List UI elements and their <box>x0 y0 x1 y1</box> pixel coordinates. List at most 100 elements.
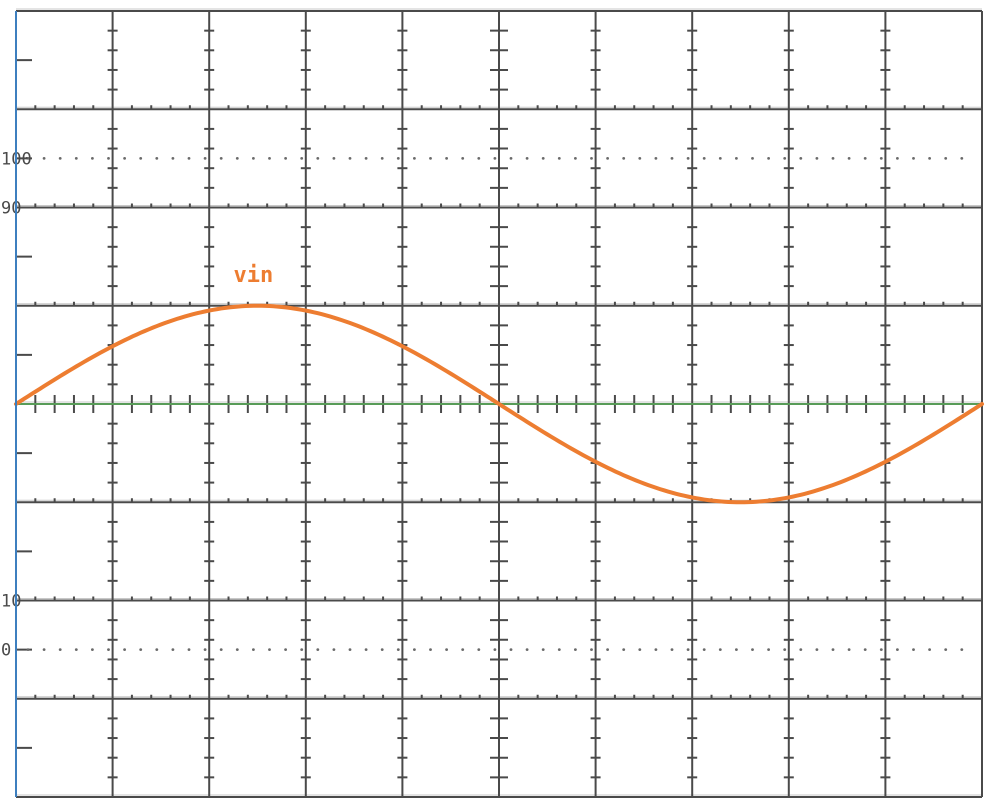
ref-dot-0 <box>155 156 159 160</box>
ref-dot-3 <box>364 648 368 652</box>
ref-dot-0 <box>91 156 94 160</box>
ref-dot-0 <box>751 156 754 160</box>
ref-dot-0 <box>622 156 626 160</box>
ref-dot-0 <box>606 156 609 160</box>
ref-dot-0 <box>42 156 46 160</box>
ref-dot-0 <box>654 156 658 160</box>
ref-dot-0 <box>203 156 207 160</box>
ref-dot-3 <box>574 648 577 652</box>
ref-dot-0 <box>477 156 481 160</box>
ref-dot-3 <box>751 648 754 652</box>
ref-dot-0 <box>268 156 271 160</box>
ref-dot-3 <box>767 648 770 652</box>
ref-dot-3 <box>847 648 851 652</box>
ref-dot-3 <box>912 648 915 652</box>
ref-dot-3 <box>928 648 931 652</box>
ref-dot-3 <box>461 648 465 652</box>
ref-dot-0 <box>944 156 948 160</box>
ref-dot-3 <box>879 648 883 652</box>
ref-dot-3 <box>107 648 110 652</box>
ref-dot-3 <box>396 648 400 652</box>
ref-dot-3 <box>799 648 803 652</box>
ref-dot-0 <box>525 156 529 160</box>
ref-dot-0 <box>799 156 803 160</box>
ref-dot-3 <box>155 648 159 652</box>
ref-dot-0 <box>783 156 787 160</box>
ref-dot-3 <box>735 648 738 652</box>
ref-dot-0 <box>879 156 883 160</box>
ref-dot-0 <box>896 156 899 160</box>
ref-dot-3 <box>171 648 175 652</box>
ref-dot-0 <box>364 156 368 160</box>
ref-dot-3 <box>219 648 223 652</box>
ref-dot-3 <box>187 648 191 652</box>
ref-dot-3 <box>413 648 416 652</box>
ref-dot-3 <box>332 648 336 652</box>
ref-dot-3 <box>896 648 899 652</box>
ref-dot-0 <box>847 156 851 160</box>
ref-dot-0 <box>284 156 287 160</box>
ref-dot-3 <box>863 648 867 652</box>
ref-dot-3 <box>252 648 255 652</box>
trace-vin <box>14 303 984 505</box>
ref-dot-0 <box>380 156 384 160</box>
ref-dot-0 <box>429 156 432 160</box>
ref-dot-3 <box>348 648 352 652</box>
minor-ticks <box>16 29 964 779</box>
ref-label-10: 10 <box>1 592 21 612</box>
ref-dot-0 <box>557 156 561 160</box>
ref-dot-3 <box>702 648 706 652</box>
ref-dot-0 <box>58 156 62 160</box>
ref-dot-3 <box>493 648 497 652</box>
ref-dot-0 <box>139 156 143 160</box>
ref-dot-0 <box>831 156 835 160</box>
ref-dot-0 <box>686 156 690 160</box>
ref-dot-0 <box>815 156 819 160</box>
ref-dot-0 <box>574 156 577 160</box>
ref-dot-3 <box>831 648 835 652</box>
ref-dot-3 <box>203 648 207 652</box>
ref-dot-0 <box>332 156 336 160</box>
ref-dot-0 <box>445 156 448 160</box>
ref-dot-0 <box>461 156 465 160</box>
ref-dot-0 <box>493 156 497 160</box>
ref-dot-0 <box>702 156 706 160</box>
ref-dot-0 <box>74 156 78 160</box>
ref-dot-0 <box>863 156 867 160</box>
ref-dot-0 <box>670 156 674 160</box>
ref-dot-3 <box>960 648 964 652</box>
ref-dot-3 <box>783 648 787 652</box>
ref-dot-0 <box>735 156 738 160</box>
ref-dot-3 <box>235 648 239 652</box>
ref-dot-0 <box>960 156 964 160</box>
ref-dot-3 <box>42 648 46 652</box>
ref-dot-3 <box>445 648 448 652</box>
ref-dot-0 <box>541 156 545 160</box>
ref-dot-0 <box>235 156 239 160</box>
ref-dot-0 <box>396 156 400 160</box>
ref-dot-3 <box>123 648 126 652</box>
ref-dot-3 <box>622 648 626 652</box>
ref-dot-3 <box>380 648 384 652</box>
ref-dot-0 <box>638 156 642 160</box>
ref-dot-3 <box>541 648 545 652</box>
ref-label-0: 0 <box>1 641 11 661</box>
ref-dot-0 <box>767 156 770 160</box>
ref-dot-0 <box>300 156 304 160</box>
ref-dot-3 <box>26 648 30 652</box>
ref-dot-0 <box>718 156 722 160</box>
ref-dot-0 <box>123 156 126 160</box>
ref-dot-3 <box>525 648 529 652</box>
ref-dot-3 <box>284 648 287 652</box>
ref-dot-3 <box>944 648 948 652</box>
ref-dot-3 <box>718 648 722 652</box>
ref-dot-3 <box>268 648 271 652</box>
ref-dot-0 <box>316 156 320 160</box>
ref-dot-0 <box>912 156 915 160</box>
ref-dot-3 <box>557 648 561 652</box>
ref-dot-0 <box>219 156 223 160</box>
ref-dot-3 <box>316 648 320 652</box>
ref-dot-3 <box>300 648 304 652</box>
ref-dot-3 <box>139 648 143 652</box>
